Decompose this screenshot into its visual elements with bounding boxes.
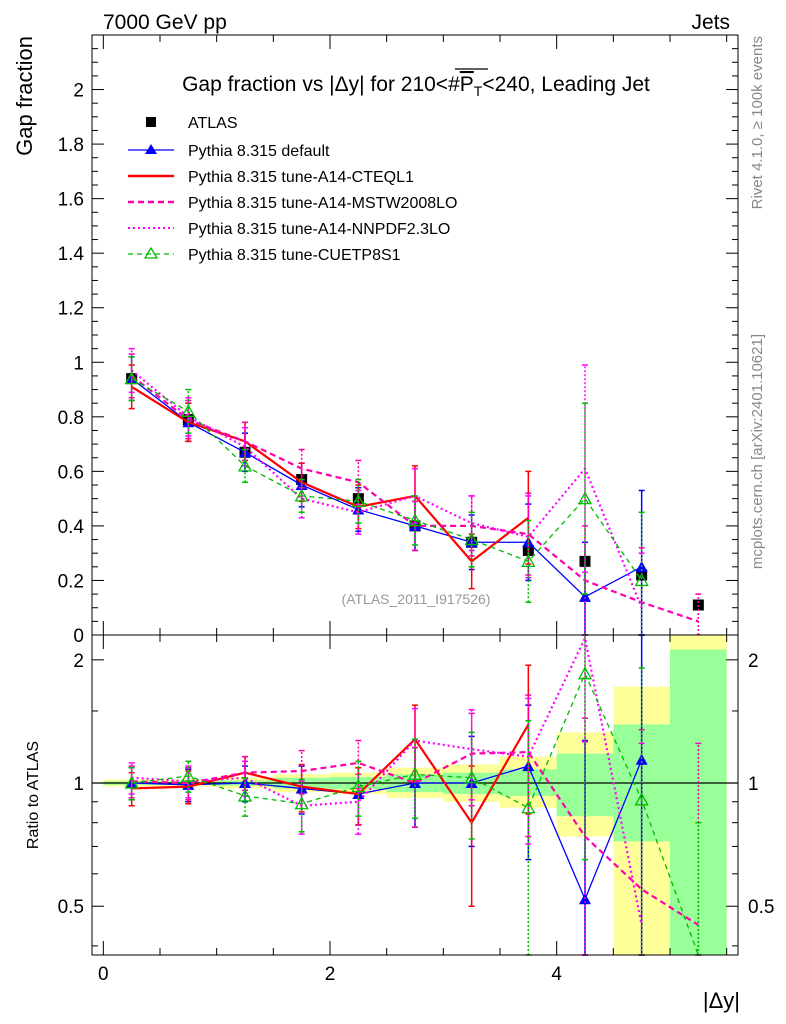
top-y-tick-label: 2 (73, 81, 84, 102)
top-y-tick-label: 0.6 (58, 462, 84, 483)
series-line-default (131, 378, 642, 598)
legend-label-nnpdf: Pythia 8.315 tune-A14-NNPDF2.3LO (188, 221, 450, 238)
top-y-tick-label: 0.4 (58, 517, 85, 538)
ratio-line-nnpdf23lo (131, 634, 643, 926)
ratio-point-cuetp8s1 (181, 768, 196, 782)
ratio-point-cuetp8s1 (464, 770, 479, 784)
top-plot-area: 0 0.2 0.4 0.6 0.8 1 1.2 1.4 1.6 1.8 2 (58, 35, 738, 647)
top-y-tick-label: 1.6 (58, 190, 84, 211)
data-point-cuetp8s1 (464, 532, 479, 546)
ratio-line-mstw2008lo (131, 750, 699, 926)
x-axis-label: |Δy| (703, 988, 740, 1013)
top-y-tick-label: 1.4 (58, 244, 85, 265)
ratio-y-tick-label: 2 (73, 651, 84, 672)
rivet-label: Rivet 4.1.0, ≥ 100k events (749, 36, 766, 209)
top-y-axis-label: Gap fraction (12, 36, 37, 156)
data-point-cuetp8s1 (577, 491, 593, 505)
x-tick-label: 4 (551, 964, 562, 985)
mcplots-label: mcplots.cern.ch [arXiv:2401.10621] (749, 334, 766, 569)
ratio-point-default (635, 753, 648, 765)
data-point-cuetp8s1 (124, 371, 139, 385)
ratio-y-tick-label-right: 1 (748, 774, 759, 795)
legend-label-atlas: ATLAS (188, 115, 238, 132)
legend-marker-default (145, 144, 157, 154)
energy-label: 7000 GeV pp (103, 11, 227, 34)
ratio-line-cuetp8s1 (131, 672, 699, 956)
ratio-point-cuetp8s1 (237, 788, 253, 802)
top-y-tick-label: 1.2 (58, 299, 84, 320)
top-y-tick-label: 0.8 (58, 408, 84, 429)
ratio-line-default (131, 759, 643, 901)
analysis-watermark: (ATLAS_2011_I917526) (342, 591, 491, 607)
plot-title: Gap fraction vs |Δy| for 210<#PT<240, Le… (182, 73, 650, 99)
ratio-point-cuetp8s1 (351, 779, 366, 793)
ratio-point-cuetp8s1 (124, 775, 139, 789)
data-point-cuetp8s1 (351, 494, 366, 508)
legend-marker-atlas (146, 117, 156, 127)
ratio-point-cuetp8s1 (634, 792, 649, 806)
series-line-cuetp8s1 (131, 378, 643, 581)
ratio-y-axis-label: Ratio to ATLAS (25, 741, 42, 849)
data-point-cuetp8s1 (521, 554, 536, 568)
data-point-cuetp8s1 (294, 488, 309, 502)
data-point-cuetp8s1 (407, 513, 423, 527)
series-line-nnpdf23lo (130, 369, 643, 609)
legend-label-cuetp8s1: Pythia 8.315 tune-CUETP8S1 (188, 247, 401, 264)
ratio-plot-area: 0.5 0.5 1 1 2 2 0 2 4 (58, 634, 774, 985)
top-y-tick-label: 1.8 (58, 135, 84, 156)
top-y-tick-label: 0 (73, 626, 84, 647)
data-point-default (579, 590, 591, 602)
data-point-cuetp8s1 (634, 573, 649, 587)
series-line-cteql1 (131, 385, 530, 563)
ratio-y-tick-label-right: 2 (748, 651, 759, 672)
ratio-point-cuetp8s1 (294, 796, 309, 810)
top-y-tick-label: 1 (73, 353, 84, 374)
legend-label-cteql1: Pythia 8.315 tune-A14-CTEQL1 (188, 169, 414, 186)
ratio-y-tick-label: 0.5 (58, 897, 84, 918)
top-y-tick-label: 0.2 (58, 571, 84, 592)
ratio-point-cuetp8s1 (407, 767, 423, 781)
ratio-point-cuetp8s1 (521, 800, 536, 814)
x-tick-label: 0 (98, 964, 109, 985)
x-tick-label: 2 (325, 964, 336, 985)
ratio-y-tick-label: 1 (73, 774, 84, 795)
legend-marker-cuetp8s1 (143, 246, 159, 259)
ratio-point-cuetp8s1 (577, 666, 593, 680)
legend: ATLAS Pythia 8.315 default Pythia 8.315 … (128, 115, 457, 264)
legend-label-default: Pythia 8.315 default (188, 143, 330, 160)
ratio-panel-border (91, 634, 739, 956)
ratio-line-cteql1 (131, 723, 530, 825)
ratio-y-tick-label-right: 0.5 (748, 897, 774, 918)
legend-label-mstw: Pythia 8.315 tune-A14-MSTW2008LO (188, 195, 457, 212)
data-point-cuetp8s1 (237, 458, 253, 472)
process-label: Jets (691, 11, 730, 34)
data-point-cuetp8s1 (181, 404, 196, 418)
